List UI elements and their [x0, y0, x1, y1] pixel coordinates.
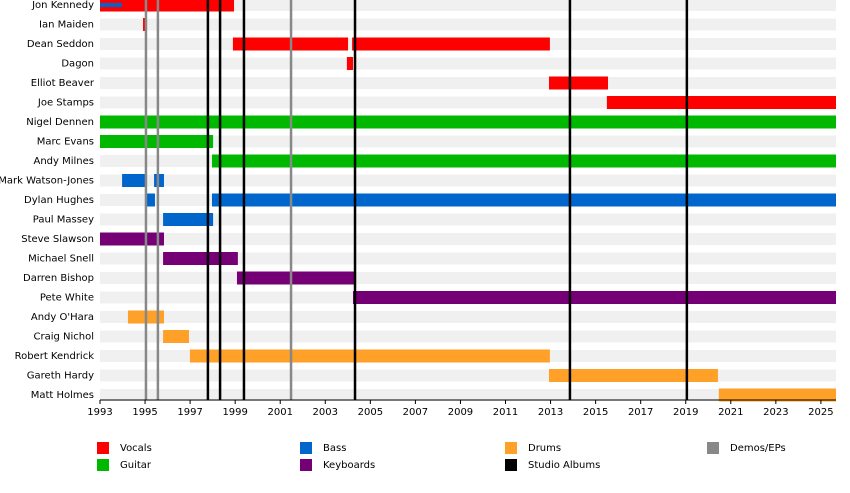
member-bar [100, 135, 214, 148]
row-label: Matt Holmes [31, 390, 94, 401]
x-tick-label: 1995 [132, 407, 157, 418]
member-bar [352, 291, 836, 304]
row-label: Andy O'Hara [31, 312, 94, 323]
x-tick-label: 2017 [628, 407, 653, 418]
row-stripe [100, 272, 836, 284]
member-bar [100, 115, 836, 129]
row-stripe [100, 369, 836, 382]
row-label: Joe Stamps [37, 98, 94, 109]
legend-swatch [300, 442, 312, 454]
row-stripe [100, 330, 836, 343]
row-label: Ian Maiden [39, 20, 94, 31]
member-bar [352, 37, 550, 51]
member-bar [100, 0, 235, 12]
row-label: Andy Milnes [33, 156, 94, 167]
legend-label: Vocals [120, 443, 152, 454]
legend-label: Bass [323, 443, 346, 454]
row-stripe [100, 77, 836, 89]
member-bar [548, 369, 718, 382]
legend-swatch [97, 442, 109, 454]
row-label: Craig Nichol [33, 332, 94, 343]
legend-label: Studio Albums [528, 460, 600, 471]
legend-swatch [707, 442, 719, 454]
x-tick-label: 1999 [222, 407, 247, 418]
x-tick-label: 2015 [583, 407, 608, 418]
row-label: Darren Bishop [23, 273, 94, 284]
row-label: Marc Evans [37, 137, 94, 148]
row-stripe [100, 0, 836, 11]
member-bar [189, 349, 550, 363]
row-stripe [100, 389, 836, 401]
row-stripe [100, 311, 836, 323]
row-stripe [100, 135, 836, 148]
legend-label: Keyboards [323, 460, 375, 471]
row-label: Paul Massey [33, 215, 94, 226]
x-tick-label: 2019 [673, 407, 698, 418]
row-label: Dagon [61, 59, 94, 70]
member-bar [346, 57, 353, 70]
x-tick-label: 2023 [763, 407, 788, 418]
member-bar [163, 252, 238, 265]
member-bar [718, 388, 836, 402]
x-tick-label: 2021 [718, 407, 743, 418]
member-bar [163, 213, 214, 226]
row-label: Elliot Beaver [31, 78, 95, 89]
row-label: Nigel Dennen [26, 117, 94, 128]
row-label: Jon Kennedy [31, 0, 94, 11]
member-bar [163, 330, 189, 343]
x-tick-label: 2011 [493, 407, 518, 418]
member-bar [143, 18, 146, 31]
legend-swatch [97, 459, 109, 471]
member-bar [100, 232, 164, 246]
row-label: Mark Watson-Jones [0, 176, 94, 187]
member-bar [211, 193, 837, 207]
legend-swatch [300, 459, 312, 471]
member-bar [548, 76, 609, 90]
row-label: Robert Kendrick [15, 351, 95, 362]
member-bar [606, 96, 836, 109]
row-stripe [100, 174, 836, 187]
legend-label: Guitar [120, 460, 152, 471]
row-label: Steve Slawson [21, 234, 94, 245]
row-stripe [100, 213, 836, 226]
x-tick-label: 2009 [448, 407, 473, 418]
row-stripe [100, 18, 836, 31]
x-tick-label: 2025 [808, 407, 833, 418]
row-label: Dylan Hughes [24, 195, 94, 206]
legend-swatch [505, 459, 517, 471]
x-tick-label: 1997 [177, 407, 202, 418]
x-tick-label: 2003 [313, 407, 338, 418]
row-stripe [100, 57, 836, 70]
member-bar [211, 154, 837, 168]
member-bar [145, 193, 155, 207]
row-label: Michael Snell [28, 254, 94, 265]
x-tick-label: 2005 [358, 407, 383, 418]
row-label: Gareth Hardy [27, 371, 94, 382]
legend-label: Demos/EPs [730, 443, 786, 454]
row-label: Dean Seddon [27, 39, 94, 50]
legend-swatch [505, 442, 517, 454]
x-tick-label: 2013 [538, 407, 563, 418]
x-tick-label: 2007 [403, 407, 428, 418]
member-bar [122, 174, 146, 187]
row-label: Pete White [40, 293, 94, 304]
x-tick-label: 2001 [267, 407, 292, 418]
row-stripe [100, 252, 836, 265]
legend-label: Drums [528, 443, 561, 454]
x-tick-label: 1993 [87, 407, 112, 418]
row-stripe [100, 233, 836, 245]
member-bar [100, 3, 123, 7]
member-bar [236, 271, 356, 285]
